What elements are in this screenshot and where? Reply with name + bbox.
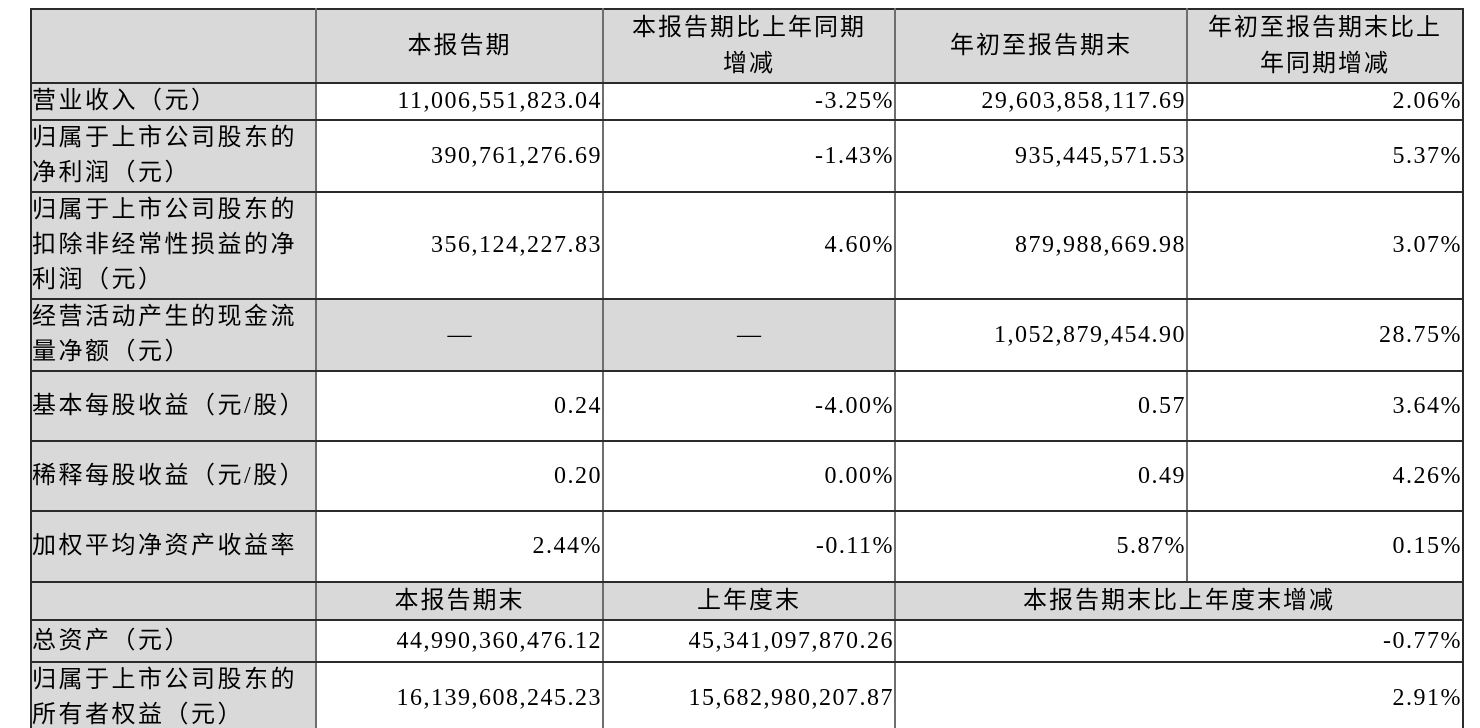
header-ytd-yoy-change: 年初至报告期末比上 年同期增减 <box>1186 8 1464 84</box>
value-ytd-yoy: 5.37% <box>1186 119 1464 193</box>
value-ytd: 5.87% <box>894 510 1188 583</box>
row-label: 加权平均净资产收益率 <box>30 510 317 583</box>
row-label: 总资产（元） <box>30 619 317 663</box>
value-current-period: 356,124,227.83 <box>315 191 604 300</box>
table-row-weighted-avg-roe: 加权平均净资产收益率 2.44% -0.11% 5.87% 0.15% <box>30 510 1464 583</box>
value-current-period: 11,006,551,823.04 <box>315 82 604 121</box>
value-period-yoy: 4.60% <box>602 191 896 300</box>
row-label: 归属于上市公司股东的所有者权益（元） <box>30 661 317 728</box>
value-ytd: 29,603,858,117.69 <box>894 82 1188 121</box>
value-ytd-yoy: 4.26% <box>1186 440 1464 512</box>
value-ytd-yoy: 2.06% <box>1186 82 1464 121</box>
value-current-period: 0.20 <box>315 440 604 512</box>
financial-summary-table: 本报告期 本报告期比上年同期 增减 年初至报告期末 年初至报告期末比上 年同期增… <box>30 8 1464 728</box>
table-row-net-profit: 归属于上市公司股东的净利润（元） 390,761,276.69 -1.43% 9… <box>30 119 1464 193</box>
table-row-equity-to-shareholders: 归属于上市公司股东的所有者权益（元） 16,139,608,245.23 15,… <box>30 661 1464 728</box>
value-period-end: 16,139,608,245.23 <box>315 661 604 728</box>
subheader-corner-cell <box>30 581 317 621</box>
value-ytd-yoy: 3.64% <box>1186 370 1464 442</box>
value-period-yoy: -0.11% <box>602 510 896 583</box>
table-row-revenue: 营业收入（元） 11,006,551,823.04 -3.25% 29,603,… <box>30 82 1464 121</box>
value-prev-year-end: 15,682,980,207.87 <box>602 661 896 728</box>
table-row-basic-eps: 基本每股收益（元/股） 0.24 -4.00% 0.57 3.64% <box>30 370 1464 442</box>
table-row-diluted-eps: 稀释每股收益（元/股） 0.20 0.00% 0.49 4.26% <box>30 440 1464 512</box>
value-change: 2.91% <box>894 661 1464 728</box>
row-label: 营业收入（元） <box>30 82 317 121</box>
table-row-net-profit-excl-nonrecurring: 归属于上市公司股东的扣除非经常性损益的净利润（元） 356,124,227.83… <box>30 191 1464 300</box>
header-current-period: 本报告期 <box>315 8 604 84</box>
value-current-period-na: — <box>315 298 604 372</box>
row-label: 归属于上市公司股东的净利润（元） <box>30 119 317 193</box>
value-ytd: 879,988,669.98 <box>894 191 1188 300</box>
row-label: 归属于上市公司股东的扣除非经常性损益的净利润（元） <box>30 191 317 300</box>
table-row-total-assets: 总资产（元） 44,990,360,476.12 45,341,097,870.… <box>30 619 1464 663</box>
subheader-period-end: 本报告期末 <box>315 581 604 621</box>
value-ytd: 1,052,879,454.90 <box>894 298 1188 372</box>
value-period-yoy: -4.00% <box>602 370 896 442</box>
subheader-prev-year-end: 上年度末 <box>602 581 896 621</box>
value-period-yoy-na: — <box>602 298 896 372</box>
subheader-change-vs-prev-year-end: 本报告期末比上年度末增减 <box>894 581 1464 621</box>
table-header-row: 本报告期 本报告期比上年同期 增减 年初至报告期末 年初至报告期末比上 年同期增… <box>30 8 1464 84</box>
table-row-operating-cash-flow: 经营活动产生的现金流量净额（元） — — 1,052,879,454.90 28… <box>30 298 1464 372</box>
value-period-end: 44,990,360,476.12 <box>315 619 604 663</box>
value-ytd-yoy: 3.07% <box>1186 191 1464 300</box>
table-subheader-row: 本报告期末 上年度末 本报告期末比上年度末增减 <box>30 581 1464 621</box>
value-period-yoy: 0.00% <box>602 440 896 512</box>
header-corner-cell <box>30 8 317 84</box>
value-ytd-yoy: 0.15% <box>1186 510 1464 583</box>
value-current-period: 390,761,276.69 <box>315 119 604 193</box>
header-ytd: 年初至报告期末 <box>894 8 1188 84</box>
value-period-yoy: -3.25% <box>602 82 896 121</box>
value-ytd: 0.49 <box>894 440 1188 512</box>
value-ytd: 935,445,571.53 <box>894 119 1188 193</box>
value-ytd-yoy: 28.75% <box>1186 298 1464 372</box>
value-current-period: 0.24 <box>315 370 604 442</box>
value-prev-year-end: 45,341,097,870.26 <box>602 619 896 663</box>
header-period-yoy-change: 本报告期比上年同期 增减 <box>602 8 896 84</box>
value-period-yoy: -1.43% <box>602 119 896 193</box>
row-label: 经营活动产生的现金流量净额（元） <box>30 298 317 372</box>
value-current-period: 2.44% <box>315 510 604 583</box>
value-ytd: 0.57 <box>894 370 1188 442</box>
row-label: 稀释每股收益（元/股） <box>30 440 317 512</box>
row-label: 基本每股收益（元/股） <box>30 370 317 442</box>
value-change: -0.77% <box>894 619 1464 663</box>
